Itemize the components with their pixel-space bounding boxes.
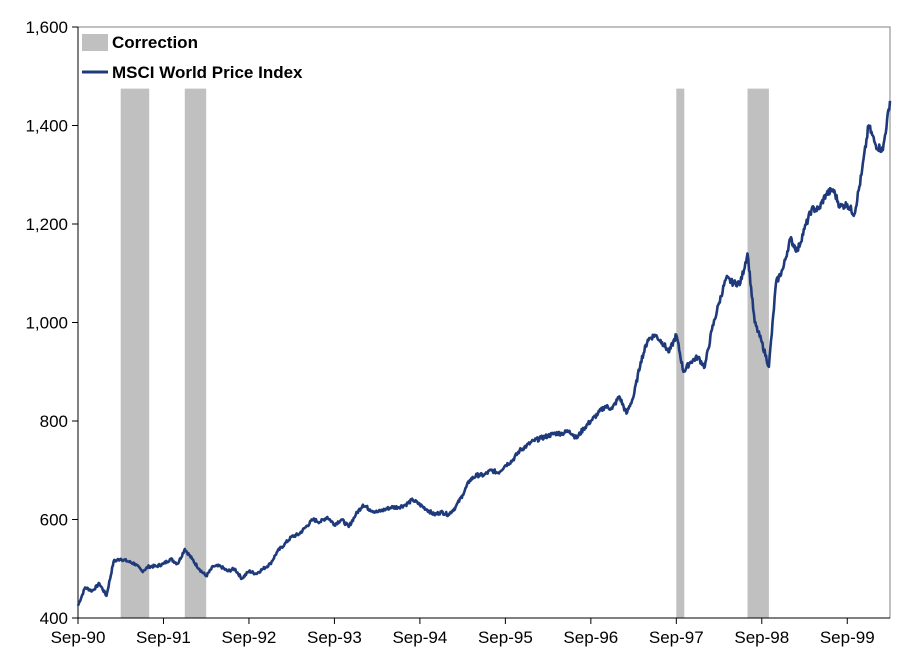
y-tick-label: 1,400 bbox=[25, 117, 68, 136]
y-tick-label: 1,600 bbox=[25, 18, 68, 37]
x-tick-label: Sep-98 bbox=[734, 628, 789, 647]
y-tick-label: 1,200 bbox=[25, 215, 68, 234]
x-tick-label: Sep-91 bbox=[136, 628, 191, 647]
legend-label-correction: Correction bbox=[112, 33, 198, 52]
x-tick-label: Sep-92 bbox=[222, 628, 277, 647]
y-axis: 400 600 800 1,000 1,200 1,400 1,600 bbox=[25, 18, 79, 628]
y-tick-label: 1,000 bbox=[25, 314, 68, 333]
y-tick-label: 800 bbox=[40, 412, 68, 431]
x-tick-label: Sep-94 bbox=[392, 628, 447, 647]
x-tick-label: Sep-93 bbox=[307, 628, 362, 647]
y-tick-label: 400 bbox=[40, 609, 68, 628]
correction-bar-2 bbox=[184, 88, 207, 619]
correction-bar-1 bbox=[120, 88, 150, 619]
series-layer bbox=[76, 100, 892, 607]
correction-bars bbox=[120, 88, 769, 619]
legend: Correction MSCI World Price Index bbox=[82, 33, 303, 82]
legend-label-msci: MSCI World Price Index bbox=[112, 63, 303, 82]
x-axis: Sep-90 Sep-91 Sep-92 Sep-93 Sep-94 Sep-95 Sep-… bbox=[51, 617, 890, 647]
y-tick-label: 600 bbox=[40, 511, 68, 530]
correction-bar-4 bbox=[747, 88, 769, 619]
x-tick-label: Sep-97 bbox=[649, 628, 704, 647]
x-tick-label: Sep-99 bbox=[820, 628, 875, 647]
series-line-msci-world bbox=[76, 100, 892, 607]
legend-swatch-correction bbox=[82, 34, 108, 51]
x-tick-label: Sep-96 bbox=[563, 628, 618, 647]
x-tick-label: Sep-90 bbox=[51, 628, 106, 647]
x-tick-label: Sep-95 bbox=[478, 628, 533, 647]
